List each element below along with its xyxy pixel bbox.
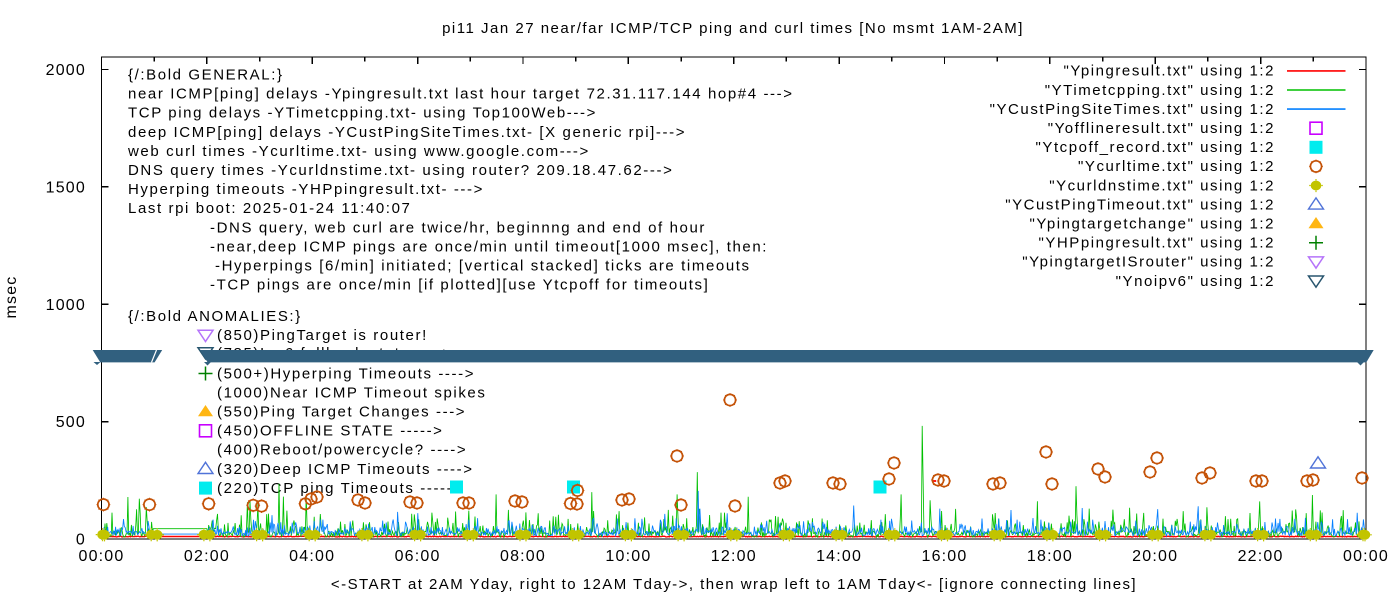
svg-text:"Ypingtargetchange" using 1:2: "Ypingtargetchange" using 1:2 (1030, 216, 1275, 233)
svg-text:(500+)Hyperping Timeouts ---->: (500+)Hyperping Timeouts ----> (217, 365, 475, 382)
svg-text:pi11 Jan 27 near/far ICMP/TCP: pi11 Jan 27 near/far ICMP/TCP ping and c… (442, 20, 1024, 37)
svg-text:"Ynoipv6" using 1:2: "Ynoipv6" using 1:2 (1116, 273, 1275, 290)
svg-text:(400)Reboot/powercycle? ---->: (400)Reboot/powercycle? ----> (217, 442, 467, 459)
svg-text:Hyperping timeouts -YHPpingres: Hyperping timeouts -YHPpingresult.txt- -… (128, 181, 484, 198)
svg-text:18:00: 18:00 (1027, 548, 1073, 565)
svg-text:"YCustPingTimeout.txt" using 1: "YCustPingTimeout.txt" using 1:2 (1005, 196, 1275, 213)
svg-text:-near,deep ICMP pings are once: -near,deep ICMP pings are once/min until… (210, 238, 768, 255)
svg-text:0: 0 (76, 532, 86, 549)
svg-text:00:00: 00:00 (1343, 548, 1389, 565)
svg-text:(450)OFFLINE STATE ----->: (450)OFFLINE STATE -----> (217, 423, 444, 440)
svg-text:{/:Bold GENERAL:}: {/:Bold GENERAL:} (128, 67, 284, 84)
svg-text:-Hyperpings [6/min] initiated;: -Hyperpings [6/min] initiated; [vertical… (215, 258, 751, 275)
svg-text:1500: 1500 (46, 179, 86, 196)
svg-text:<-START at 2AM Yday, right to: <-START at 2AM Yday, right to 12AM Tday-… (331, 576, 1137, 593)
svg-text:DNS query times -Ycurldnstime.: DNS query times -Ycurldnstime.txt- using… (128, 162, 673, 179)
svg-text:"Ypingresult.txt" using 1:2: "Ypingresult.txt" using 1:2 (1064, 63, 1275, 80)
svg-text:{/:Bold ANOMALIES:}: {/:Bold ANOMALIES:} (128, 308, 302, 325)
svg-text:20:00: 20:00 (1132, 548, 1178, 565)
svg-text:"YHPpingresult.txt" using 1:2: "YHPpingresult.txt" using 1:2 (1038, 235, 1275, 252)
svg-text:500: 500 (56, 414, 86, 431)
svg-text:(550)Ping Target Changes --->: (550)Ping Target Changes ---> (217, 404, 466, 421)
svg-text:02:00: 02:00 (184, 548, 230, 565)
svg-text:-TCP pings are once/min [if pl: -TCP pings are once/min [if plotted][use… (210, 277, 709, 294)
svg-text:deep ICMP[ping] delays -YCustP: deep ICMP[ping] delays -YCustPingSiteTim… (128, 124, 686, 141)
svg-text:04:00: 04:00 (289, 548, 335, 565)
svg-text:22:00: 22:00 (1238, 548, 1284, 565)
svg-text:00:00: 00:00 (78, 548, 124, 565)
svg-text:06:00: 06:00 (395, 548, 441, 565)
svg-text:10:00: 10:00 (605, 548, 651, 565)
svg-text:16:00: 16:00 (921, 548, 967, 565)
svg-text:08:00: 08:00 (500, 548, 546, 565)
svg-text:(320)Deep ICMP Timeouts ---->: (320)Deep ICMP Timeouts ----> (217, 461, 474, 478)
svg-text:2000: 2000 (46, 62, 86, 79)
svg-text:14:00: 14:00 (816, 548, 862, 565)
svg-text:msec: msec (3, 275, 20, 318)
svg-text:12:00: 12:00 (711, 548, 757, 565)
svg-text:web curl times -Ycurltime.txt-: web curl times -Ycurltime.txt- using www… (127, 143, 590, 160)
svg-text:near ICMP[ping] delays -Ypingr: near ICMP[ping] delays -Ypingresult.txt … (128, 86, 794, 103)
svg-text:1000: 1000 (46, 297, 86, 314)
svg-text:TCP ping delays -YTimetcpping.: TCP ping delays -YTimetcpping.txt- using… (128, 105, 597, 122)
svg-text:Last rpi boot: 2025-01-24 11:4: Last rpi boot: 2025-01-24 11:40:07 (128, 200, 411, 217)
svg-text:"YTimetcpping.txt" using 1:2: "YTimetcpping.txt" using 1:2 (1045, 82, 1275, 99)
svg-text:"YCustPingSiteTimes.txt" using: "YCustPingSiteTimes.txt" using 1:2 (990, 101, 1275, 118)
svg-text:-DNS query, web curl are twice: -DNS query, web curl are twice/hr, begin… (210, 219, 706, 236)
svg-text:"Ycurldnstime.txt" using 1:2: "Ycurldnstime.txt" using 1:2 (1049, 177, 1275, 194)
svg-text:"Ycurltime.txt" using 1:2: "Ycurltime.txt" using 1:2 (1078, 158, 1275, 175)
svg-text:"Ytcpoff_record.txt" using 1:2: "Ytcpoff_record.txt" using 1:2 (1036, 139, 1275, 156)
svg-text:(220)TCP ping Timeouts ----->: (220)TCP ping Timeouts -----> (217, 480, 464, 497)
svg-text:(1000)Near ICMP Timeout spikes: (1000)Near ICMP Timeout spikes (217, 384, 486, 401)
svg-text:(850)PingTarget is router!: (850)PingTarget is router! (217, 327, 428, 344)
svg-text:"YpingtargetISrouter" using 1:: "YpingtargetISrouter" using 1:2 (1022, 254, 1275, 271)
svg-text:"Yofflineresult.txt" using 1:2: "Yofflineresult.txt" using 1:2 (1048, 120, 1275, 137)
